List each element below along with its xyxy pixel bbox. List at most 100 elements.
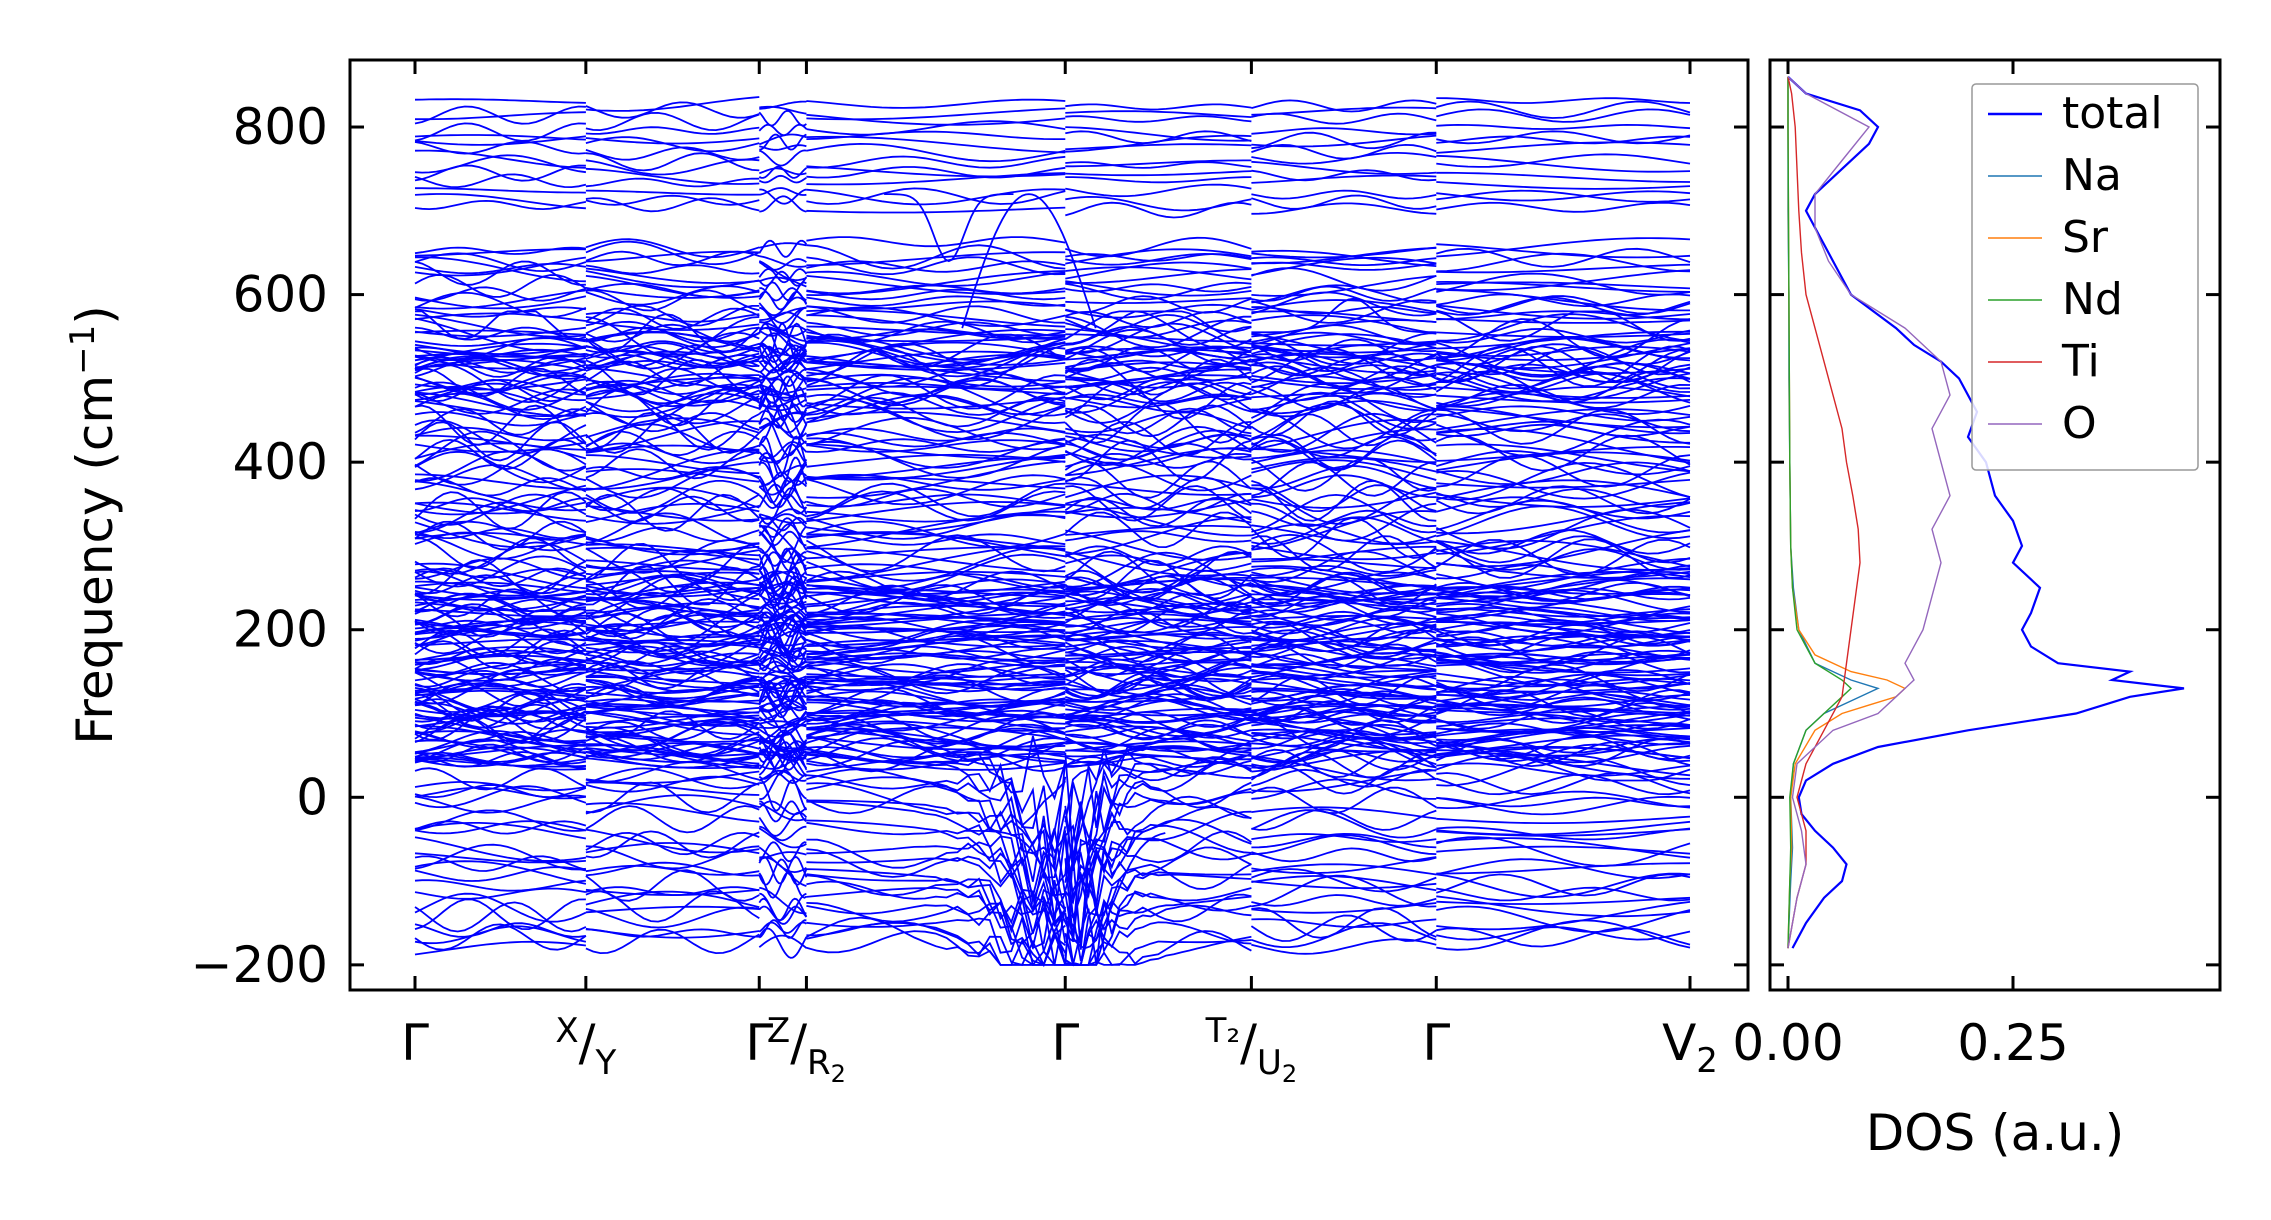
legend-label: O [2062,398,2097,449]
k-point-label: X/Y [555,1011,616,1083]
y-tick-label: 400 [233,433,328,491]
k-point-label: Γ [1051,1014,1079,1072]
legend: total Na Sr Nd Ti O [1971,83,2199,471]
phonon-band [414,335,1691,380]
phonon-band [414,96,1691,113]
legend-box [1971,83,2199,471]
dos-series-nd [1787,76,1853,949]
phonon-band [414,315,1691,366]
k-point-post-label: U [1257,1043,1282,1083]
k-point-pre-label: Z [767,1011,790,1051]
phonon-band-feature [965,829,1166,950]
phonon-band [414,361,1691,402]
k-point-label: Z/R2 [767,1011,846,1088]
phonon-band [414,195,1691,219]
k-point-subscript: 2 [1282,1060,1297,1088]
y-tick-label: 0 [296,768,328,826]
phonon-band [414,316,1691,366]
phonon-band [414,510,1691,559]
phonon-band [414,358,1691,410]
phonon-band [414,607,1691,638]
k-point-label: T₂/U2 [1205,1011,1297,1088]
phonon-band [414,596,1691,629]
phonon-band [414,805,1691,913]
k-point-main: Γ [745,1014,773,1072]
phonon-band [414,154,1691,178]
legend-label: Na [2062,150,2122,201]
band-k-path-axis: Γ X/Y ΓZ/R2Γ T₂/U2Γ V2 [401,60,1718,1088]
phonon-band [414,870,1691,966]
phonon-band [414,735,1691,857]
k-point-subscript: 2 [831,1060,846,1088]
phonon-band [414,398,1691,446]
phonon-band [414,916,1691,966]
phonon-band [414,704,1691,734]
phonon-band [414,890,1691,966]
phonon-band [414,595,1691,632]
phonon-band [415,183,1691,205]
phonon-band [414,794,1691,923]
dos-plot-frame [1768,58,2222,992]
y-axis-label-unit-exponent: −1 [63,325,103,375]
k-point-pre-label: T₂ [1205,1011,1240,1051]
dos-series-o [1787,76,1951,949]
y-tick-label: −200 [191,936,328,994]
phonon-band [414,472,1691,530]
phonon-band [415,310,1691,350]
k-point-label: Γ [401,1014,429,1072]
phonon-band [414,188,1691,212]
phonon-band [414,682,1691,710]
phonon-band [414,461,1691,506]
k-point-slash: / [790,1014,807,1072]
phonon-band [414,417,1691,470]
phonon-band-feature [961,193,1097,329]
phonon-band [414,856,1691,950]
k-point-pre-label: X [555,1011,578,1051]
y-tick-label: 600 [233,266,328,324]
phonon-band-feature [1251,297,1437,334]
phonon-band [414,430,1691,478]
phonon-band [414,496,1691,550]
dos-series-na [1787,76,1880,949]
legend-label: total [2062,88,2163,139]
phonon-band [414,256,1691,292]
phonon-band [414,236,1691,259]
phonon-band [414,322,1691,370]
phonon-band [414,469,1691,522]
dos-x-axis: 0.00 0.25 [1732,60,2069,1072]
k-point-subscript: 2 [1696,1041,1718,1081]
phonon-band [414,570,1691,606]
phonon-band [414,890,1691,967]
phonon-band-feature [884,193,1014,263]
phonon-band [414,247,1691,277]
k-point-label: Γ [1422,1014,1450,1072]
phonon-band [414,105,1691,132]
y-axis-label-close: ) [66,305,124,325]
dos-y-ticks [1770,125,2220,967]
k-point-slash: / [579,1014,596,1072]
y-axis-label-main: Frequency (cm [66,375,124,745]
y-tick-label: 200 [233,601,328,659]
k-point-label: V2 [1662,1014,1718,1081]
phonon-band [414,781,1691,919]
k-point-main: Γ [1422,1014,1450,1072]
phonon-band [414,120,1691,142]
phonon-band [414,748,1691,875]
phonon-band [414,310,1691,353]
y-axis-label: Frequency (cm−1) [63,305,124,745]
legend-label: Ti [2061,336,2100,387]
phonon-band [414,381,1691,428]
phonon-band [414,830,1691,965]
k-point-slash: / [1240,1014,1257,1072]
phonon-band [414,905,1691,968]
y-tick-label: 800 [233,98,328,156]
phonon-band [414,576,1691,615]
phonon-band [414,650,1691,684]
k-point-post-label: R [807,1043,831,1083]
k-point-main: Γ [401,1014,429,1072]
phonon-band [415,100,1691,121]
phonon-band [414,240,1691,273]
dos-x-tick-label: 0.25 [1957,1014,2068,1072]
phonon-band [414,855,1691,951]
